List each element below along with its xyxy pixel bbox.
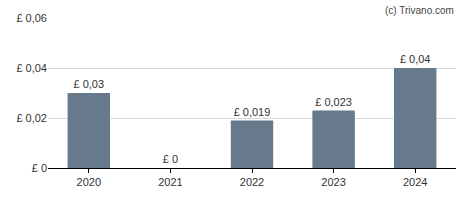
svg-text:£ 0: £ 0: [163, 153, 178, 165]
svg-text:£ 0,04: £ 0,04: [16, 62, 47, 74]
svg-text:£ 0,06: £ 0,06: [16, 12, 47, 24]
svg-text:£ 0,019: £ 0,019: [234, 106, 271, 118]
svg-text:2021: 2021: [158, 176, 182, 188]
svg-text:2020: 2020: [77, 176, 101, 188]
svg-text:£ 0,03: £ 0,03: [74, 78, 105, 90]
svg-text:2022: 2022: [240, 176, 264, 188]
svg-text:£ 0: £ 0: [32, 162, 47, 174]
svg-text:£ 0,02: £ 0,02: [16, 112, 47, 124]
svg-text:£ 0,04: £ 0,04: [400, 53, 431, 65]
svg-text:2024: 2024: [403, 176, 427, 188]
svg-text:2023: 2023: [321, 176, 345, 188]
svg-text:(c) Trivano.com: (c) Trivano.com: [385, 5, 454, 16]
svg-text:£ 0,023: £ 0,023: [315, 96, 352, 108]
